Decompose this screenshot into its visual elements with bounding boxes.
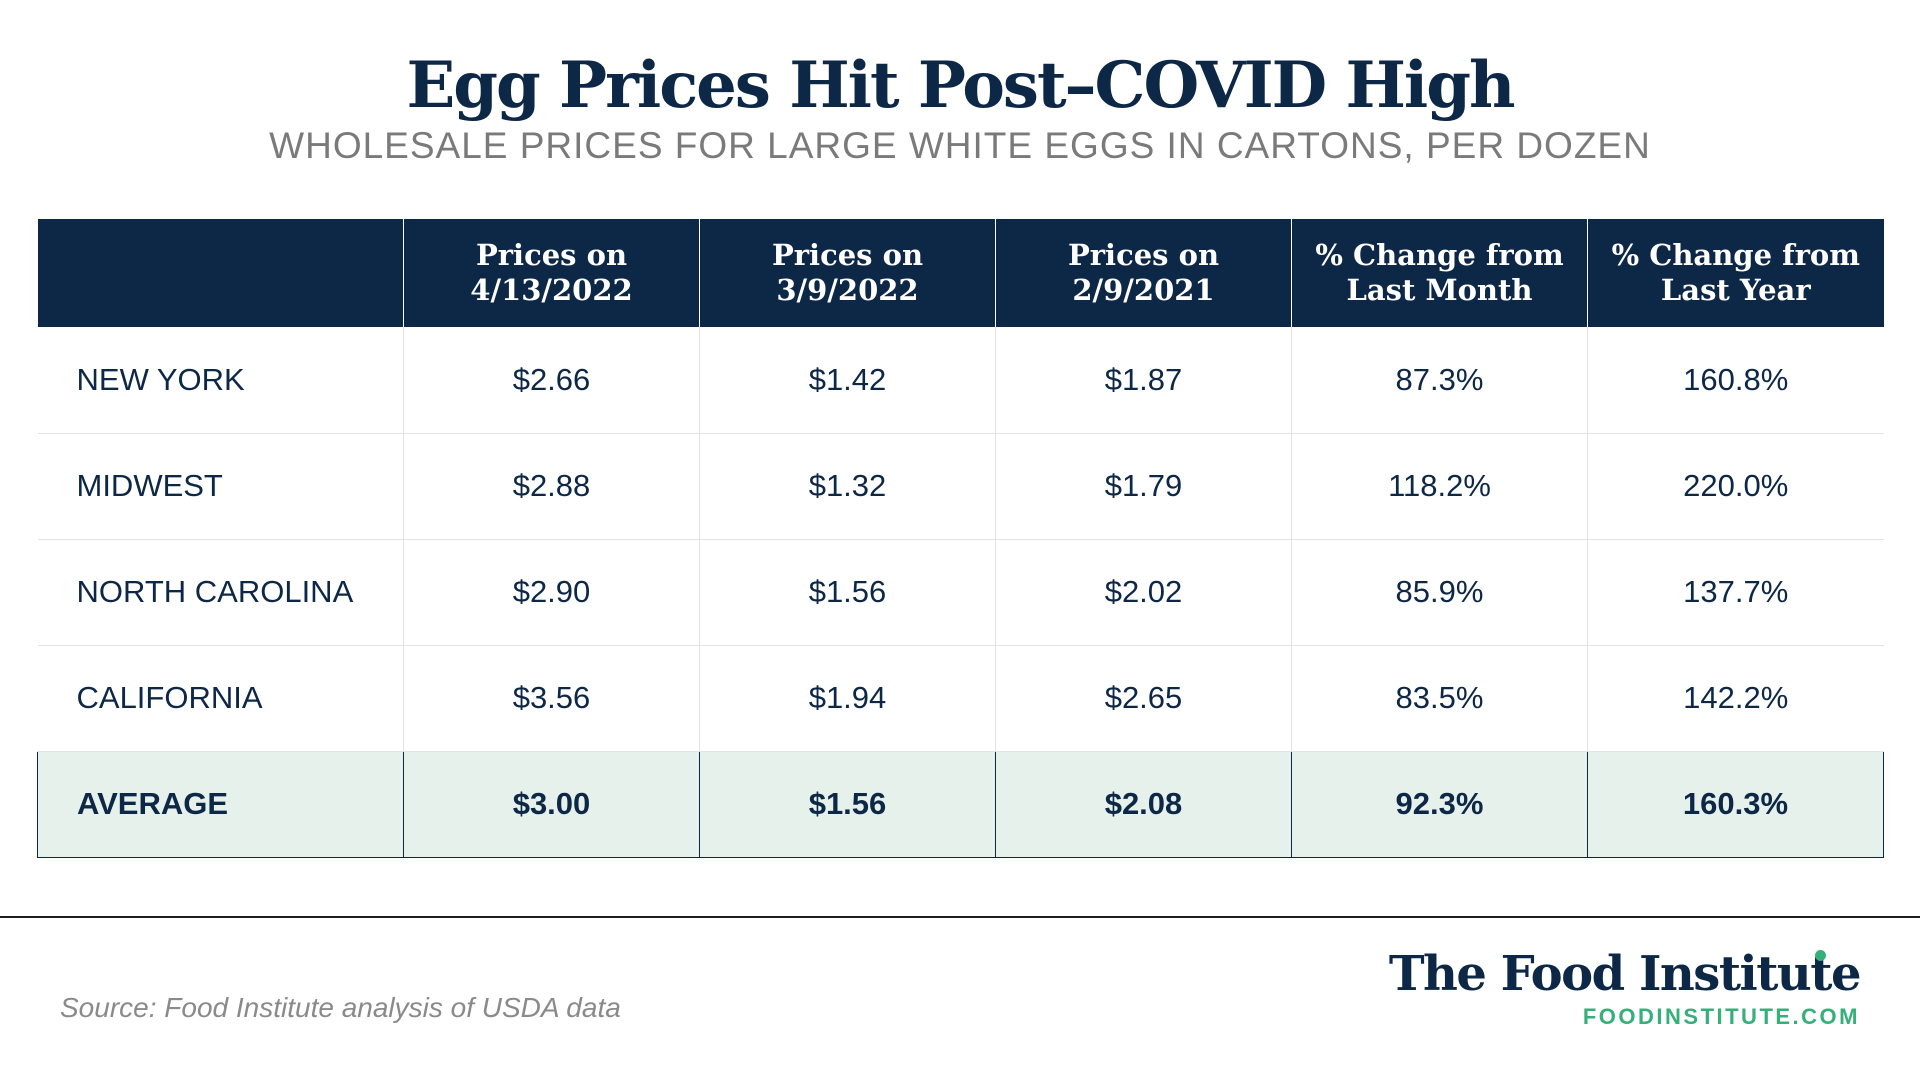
- brand-dot-icon: [1815, 950, 1826, 961]
- table-cell: 83.5%: [1292, 645, 1588, 751]
- table-cell: 87.3%: [1292, 327, 1588, 433]
- brand-name-text: The Food Institute: [1389, 946, 1860, 1002]
- brand-url: FOODINSTITUTE.COM: [1389, 1004, 1860, 1030]
- average-label: AVERAGE: [38, 751, 404, 857]
- table-cell: $2.66: [404, 327, 700, 433]
- header-region: [38, 219, 404, 327]
- header-price-mar-2022: Prices on 3/9/2022: [700, 219, 996, 327]
- header-line: Prices on: [710, 238, 985, 273]
- table-row: MIDWEST $2.88 $1.32 $1.79 118.2% 220.0%: [38, 433, 1884, 539]
- header-change-month: % Change from Last Month: [1292, 219, 1588, 327]
- region-label: MIDWEST: [38, 433, 404, 539]
- header-price-apr-2022: Prices on 4/13/2022: [404, 219, 700, 327]
- table-cell: 118.2%: [1292, 433, 1588, 539]
- header-line: Last Month: [1302, 273, 1577, 308]
- footer-divider: [0, 916, 1920, 918]
- table-cell: $1.32: [700, 433, 996, 539]
- average-row: AVERAGE $3.00 $1.56 $2.08 92.3% 160.3%: [38, 751, 1884, 857]
- table-cell: $1.79: [996, 433, 1292, 539]
- table-row: CALIFORNIA $3.56 $1.94 $2.65 83.5% 142.2…: [38, 645, 1884, 751]
- header-line: Last Year: [1598, 273, 1874, 308]
- header-line: 3/9/2022: [710, 273, 985, 308]
- egg-prices-table: Prices on 4/13/2022 Prices on 3/9/2022 P…: [37, 219, 1884, 858]
- average-cell: $3.00: [404, 751, 700, 857]
- table-row: NEW YORK $2.66 $1.42 $1.87 87.3% 160.8%: [38, 327, 1884, 433]
- header-line: Prices on: [414, 238, 689, 273]
- table-header-row: Prices on 4/13/2022 Prices on 3/9/2022 P…: [38, 219, 1884, 327]
- header-line: 4/13/2022: [414, 273, 689, 308]
- chart-subtitle: WHOLESALE PRICES FOR LARGE WHITE EGGS IN…: [0, 124, 1920, 168]
- header-line: % Change from: [1302, 238, 1577, 273]
- region-label: NEW YORK: [38, 327, 404, 433]
- table-cell: $2.90: [404, 539, 700, 645]
- average-cell: 160.3%: [1588, 751, 1884, 857]
- average-cell: 92.3%: [1292, 751, 1588, 857]
- table-cell: 160.8%: [1588, 327, 1884, 433]
- chart-title: Egg Prices Hit Post–COVID High: [0, 46, 1920, 126]
- brand-logo: The Food Institute FOODINSTITUTE.COM: [1389, 944, 1860, 1030]
- header-change-year: % Change from Last Year: [1588, 219, 1884, 327]
- header-price-feb-2021: Prices on 2/9/2021: [996, 219, 1292, 327]
- table-cell: 142.2%: [1588, 645, 1884, 751]
- table-cell: 85.9%: [1292, 539, 1588, 645]
- table-cell: $1.87: [996, 327, 1292, 433]
- table-cell: 137.7%: [1588, 539, 1884, 645]
- average-cell: $2.08: [996, 751, 1292, 857]
- table-cell: $1.56: [700, 539, 996, 645]
- average-cell: $1.56: [700, 751, 996, 857]
- table-cell: $3.56: [404, 645, 700, 751]
- table-cell: 220.0%: [1588, 433, 1884, 539]
- header-line: Prices on: [1006, 238, 1281, 273]
- header-line: 2/9/2021: [1006, 273, 1281, 308]
- region-label: NORTH CAROLINA: [38, 539, 404, 645]
- table-cell: $1.94: [700, 645, 996, 751]
- table-cell: $2.65: [996, 645, 1292, 751]
- table-cell: $2.02: [996, 539, 1292, 645]
- table-cell: $2.88: [404, 433, 700, 539]
- table-cell: $1.42: [700, 327, 996, 433]
- table-row: NORTH CAROLINA $2.90 $1.56 $2.02 85.9% 1…: [38, 539, 1884, 645]
- region-label: CALIFORNIA: [38, 645, 404, 751]
- source-note: Source: Food Institute analysis of USDA …: [60, 992, 621, 1024]
- brand-name: The Food Institute: [1389, 944, 1860, 1004]
- header-line: % Change from: [1598, 238, 1874, 273]
